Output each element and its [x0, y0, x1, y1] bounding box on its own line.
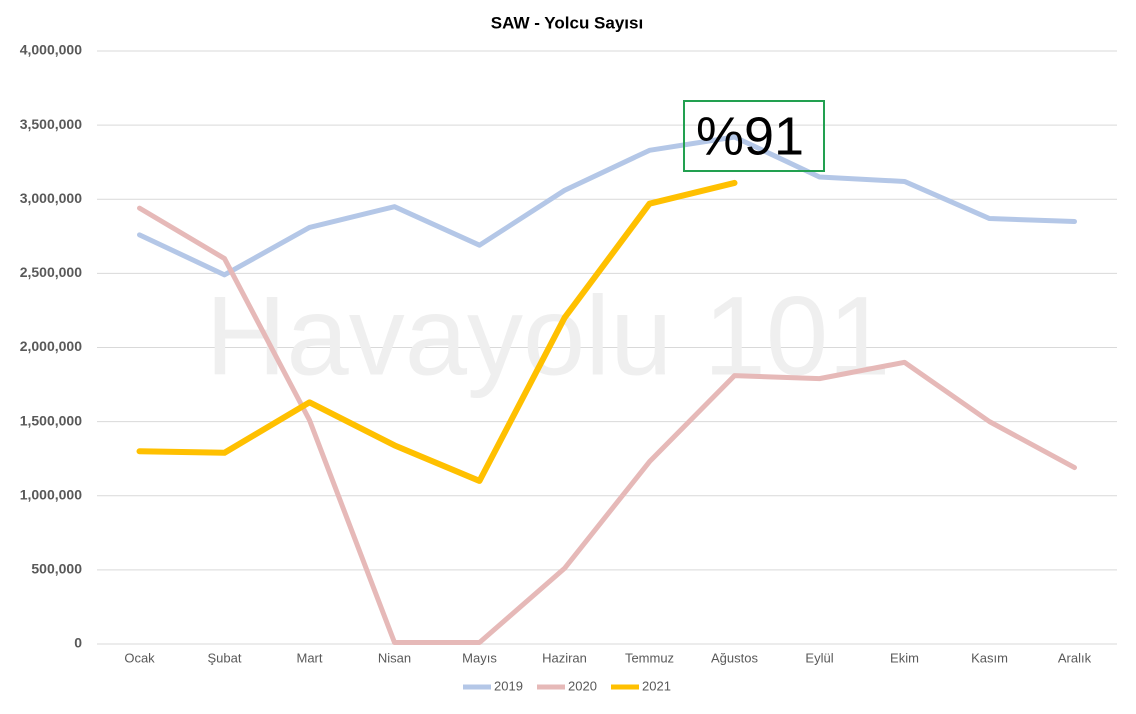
x-tick-label: Haziran [542, 650, 587, 665]
y-tick-label: 3,500,000 [20, 116, 82, 132]
x-tick-label: Temmuz [625, 650, 674, 665]
series-line [136, 179, 738, 484]
legend-label: 2021 [642, 678, 671, 693]
legend-label: 2020 [568, 678, 597, 693]
y-tick-label: 4,000,000 [20, 42, 82, 58]
x-tick-label: Nisan [378, 650, 411, 665]
y-tick-label: 0 [74, 635, 82, 651]
x-tick-label: Ocak [124, 650, 155, 665]
x-tick-label: Mayıs [462, 650, 497, 665]
y-tick-label: 500,000 [31, 561, 82, 577]
y-tick-label: 1,000,000 [20, 486, 82, 502]
x-tick-label: Aralık [1058, 650, 1092, 665]
legend-label: 2019 [494, 678, 523, 693]
y-tick-label: 3,000,000 [20, 190, 82, 206]
y-tick-label: 2,500,000 [20, 264, 82, 280]
x-tick-label: Kasım [971, 650, 1008, 665]
annotation-box [683, 100, 825, 172]
annotation: %91 [696, 106, 804, 166]
y-tick-label: 1,500,000 [20, 412, 82, 428]
x-tick-label: Ekim [890, 650, 919, 665]
series-line [137, 134, 1077, 278]
y-tick-label: 2,000,000 [20, 338, 82, 354]
series-line [137, 205, 1077, 646]
x-tick-label: Mart [297, 650, 323, 665]
x-tick-label: Şubat [208, 650, 242, 665]
x-tick-label: Ağustos [711, 650, 758, 665]
x-tick-label: Eylül [805, 650, 833, 665]
chart-title: SAW - Yolcu Sayısı [491, 13, 643, 32]
